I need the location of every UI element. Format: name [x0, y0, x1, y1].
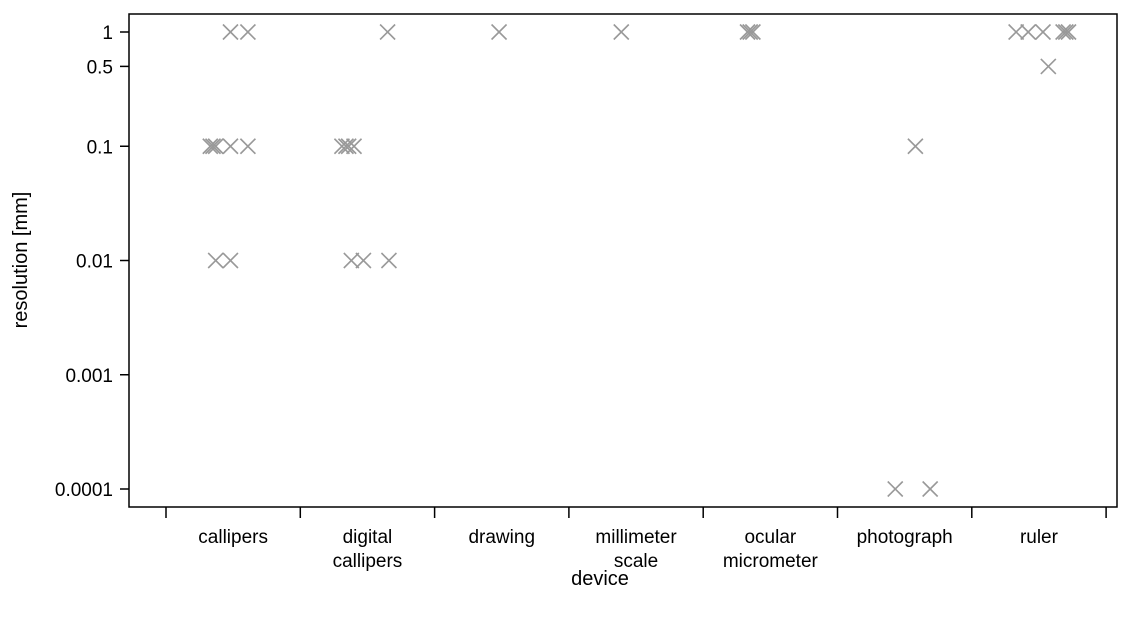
data-point: [380, 252, 398, 269]
data-point: [379, 23, 396, 41]
data-point: [1055, 23, 1072, 41]
data-point: [1034, 23, 1052, 41]
y-tick-label: 1: [102, 23, 113, 44]
y-axis: 1 0.5 0.1 0.01 0.001 0.0001: [55, 23, 129, 501]
data-point: [739, 23, 756, 41]
data-point: [742, 23, 759, 41]
data-point: [1040, 58, 1057, 75]
data-point: [343, 252, 360, 269]
x-tick-label: ocular micrometer: [723, 527, 819, 572]
data-points: [202, 23, 1077, 498]
y-tick-label: 0.1: [87, 137, 113, 158]
data-point: [207, 138, 224, 155]
x-tick-label: millimeter scale: [595, 527, 677, 572]
x-axis-title: device: [571, 568, 629, 590]
data-point: [333, 138, 350, 155]
plot-frame: [128, 13, 1118, 508]
data-point: [355, 252, 372, 269]
data-point: [922, 480, 939, 498]
data-point: [744, 23, 761, 41]
x-tick-label: callipers: [198, 527, 268, 548]
data-point: [222, 252, 239, 269]
x-axis: callipers digital callipers drawing millimet…: [165, 507, 1107, 572]
data-point: [340, 138, 357, 155]
data-point: [239, 138, 256, 155]
x-tick-label: drawing: [468, 527, 535, 548]
y-tick-label: 0.01: [76, 252, 113, 273]
data-point: [222, 23, 239, 41]
y-tick-label: 0.0001: [55, 480, 113, 501]
data-point: [337, 138, 355, 155]
data-point: [907, 138, 924, 155]
data-point: [1057, 23, 1074, 41]
data-point: [887, 480, 904, 498]
x-tick-label: photograph: [857, 527, 953, 548]
data-point: [204, 138, 222, 155]
data-point: [1060, 23, 1077, 41]
data-point: [1008, 23, 1025, 41]
y-tick-label: 0.5: [87, 57, 113, 78]
data-point: [202, 138, 219, 155]
data-point: [239, 23, 256, 41]
data-point: [345, 138, 363, 155]
data-point: [207, 252, 224, 269]
x-tick-label: digital callipers: [333, 527, 403, 572]
data-point: [490, 23, 508, 41]
data-point: [1020, 23, 1037, 41]
data-point: [222, 138, 239, 155]
y-axis-title: resolution [mm]: [10, 192, 32, 329]
y-tick-label: 0.001: [65, 366, 113, 387]
x-tick-label: ruler: [1020, 527, 1059, 548]
data-point: [613, 23, 630, 41]
